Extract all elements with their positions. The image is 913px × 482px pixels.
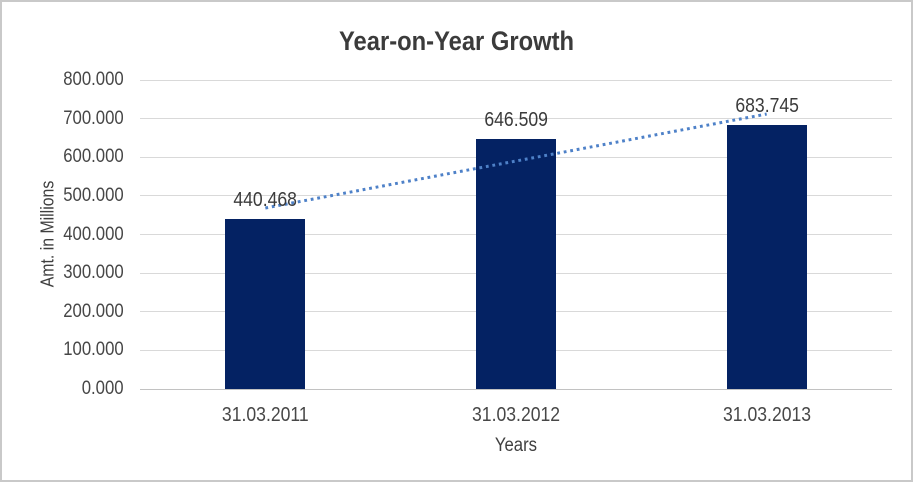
y-tick-label: 400.000 xyxy=(2,223,124,247)
plot-area xyxy=(140,79,892,390)
data-label-text: 683.745 xyxy=(734,94,799,117)
y-tick-label-text: 500.000 xyxy=(63,184,124,206)
y-tick-label: 300.000 xyxy=(2,261,124,285)
x-axis-line xyxy=(140,388,892,390)
x-tick-label-31.03.2011: 31.03.2011 xyxy=(175,404,355,427)
x-tick-label-text: 31.03.2013 xyxy=(722,404,811,426)
data-label-31.03.2013: 683.745 xyxy=(677,95,857,118)
x-tick-label-text: 31.03.2011 xyxy=(221,404,309,426)
y-tick-label: 500.000 xyxy=(2,184,124,208)
y-tick-label-text: 400.000 xyxy=(63,223,124,245)
bar-31.03.2012 xyxy=(476,139,556,389)
y-tick-label: 100.000 xyxy=(2,338,124,362)
y-tick-label-text: 200.000 xyxy=(63,300,124,322)
y-tick-label-text: 800.000 xyxy=(63,69,124,90)
chart-title-text: Year-on-Year Growth xyxy=(338,26,575,56)
gridline xyxy=(140,79,892,81)
y-tick-label: 700.000 xyxy=(2,107,124,131)
gridline xyxy=(140,118,892,120)
y-tick-label-text: 600.000 xyxy=(63,146,124,168)
y-tick-label-text: 300.000 xyxy=(63,262,124,284)
y-tick-label-text: 0.000 xyxy=(82,378,124,399)
y-tick-label: 600.000 xyxy=(2,145,124,169)
data-label-text: 646.509 xyxy=(484,109,548,132)
data-label-31.03.2012: 646.509 xyxy=(426,109,606,132)
y-tick-label-text: 100.000 xyxy=(63,339,124,361)
y-tick-label: 200.000 xyxy=(2,300,124,324)
x-axis-title: Years xyxy=(140,435,892,457)
trendline-segment xyxy=(265,112,767,210)
bar-31.03.2013 xyxy=(726,124,807,389)
y-tick-label-text: 700.000 xyxy=(63,107,124,129)
data-label-31.03.2011: 440.468 xyxy=(175,189,355,212)
y-tick-label: 800.000 xyxy=(2,68,124,92)
y-tick-label: 0.000 xyxy=(2,377,124,401)
chart-title: Year-on-Year Growth xyxy=(2,26,911,57)
data-label-text: 440.468 xyxy=(233,188,298,211)
x-tick-label-text: 31.03.2012 xyxy=(471,404,561,426)
x-tick-label-31.03.2013: 31.03.2013 xyxy=(677,404,857,427)
x-tick-label-31.03.2012: 31.03.2012 xyxy=(426,404,606,427)
bar-31.03.2011 xyxy=(225,218,306,389)
trendline xyxy=(265,112,767,210)
x-axis-title-text: Years xyxy=(494,435,538,456)
